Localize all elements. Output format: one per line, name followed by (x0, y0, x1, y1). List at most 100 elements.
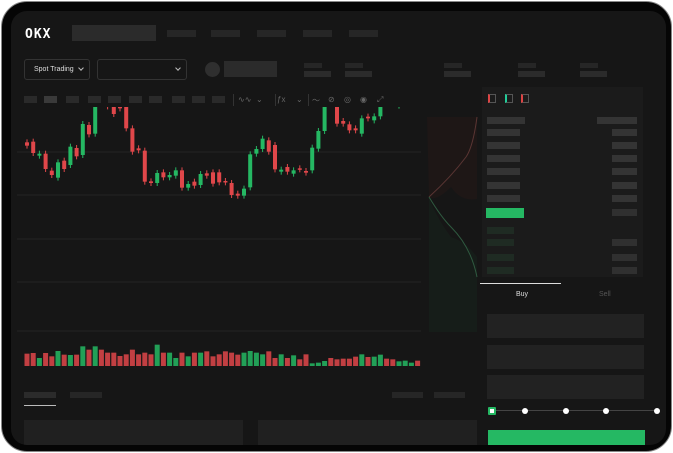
candle (353, 128, 358, 131)
volume-bar (49, 356, 55, 366)
candlestick-chart[interactable] (11, 107, 481, 377)
volume-bar (402, 360, 408, 366)
volume-bar (167, 352, 173, 366)
fullscreen-icon[interactable]: ⤢ (377, 95, 384, 104)
book-bids-icon[interactable] (505, 94, 513, 103)
timeframe-button-1[interactable] (24, 96, 37, 103)
search-bar[interactable] (72, 25, 156, 41)
screen: OKX Spot Trading ∿∿ ⌄ ƒx ⌄ 〜 ⊘ ◎ ◉ ⤢ Buy… (11, 11, 666, 445)
buy-button[interactable] (488, 430, 645, 445)
candle (80, 124, 85, 155)
coin-icon (205, 62, 220, 77)
candle (149, 181, 153, 183)
fx-icon[interactable]: ƒx (277, 95, 286, 104)
volume-bar (55, 351, 61, 366)
candle (173, 170, 178, 176)
bid-amount (612, 254, 637, 261)
stat-label-2 (345, 63, 363, 68)
total-input[interactable] (487, 375, 644, 399)
stat-label-4 (518, 63, 536, 68)
amount-input[interactable] (487, 345, 644, 369)
timeframe-button-9[interactable] (192, 96, 205, 103)
settings-icon[interactable]: ◉ (360, 95, 367, 104)
volume-bar (173, 358, 179, 366)
pair-dropdown[interactable] (97, 59, 187, 80)
price-input[interactable] (487, 314, 644, 338)
book-both-icon[interactable] (488, 94, 496, 103)
candle (279, 169, 284, 172)
candle (378, 107, 383, 117)
volume-bar (61, 354, 67, 366)
candle (136, 148, 141, 151)
camera-icon[interactable]: ◎ (344, 95, 351, 104)
volume-bar (408, 362, 414, 366)
timeframe-button-2[interactable] (44, 96, 57, 103)
nav-item-2[interactable] (211, 30, 240, 37)
percent-slider[interactable] (492, 410, 657, 411)
pair-price (224, 61, 277, 77)
indicator-dropdown-icon[interactable]: ⌄ (256, 95, 263, 104)
timeframe-button-3[interactable] (66, 96, 79, 103)
nav-item-5[interactable] (349, 30, 378, 37)
ask-price (487, 129, 520, 136)
ask-amount (612, 155, 637, 162)
timeframe-button-4[interactable] (88, 96, 101, 103)
stat-value-3 (444, 71, 471, 77)
timeframe-button-7[interactable] (149, 96, 162, 103)
volume-bar (384, 358, 390, 366)
timeframe-button-8[interactable] (172, 96, 185, 103)
line-tool-icon[interactable]: 〜 (312, 96, 320, 105)
bottom-action-2[interactable] (434, 392, 465, 398)
candle (25, 142, 29, 146)
candle (161, 172, 166, 178)
slider-handle[interactable] (488, 407, 496, 415)
tab-open-orders[interactable] (24, 392, 56, 398)
nav-item-1[interactable] (167, 30, 196, 37)
volume-bar (377, 354, 383, 366)
timeframe-button-10[interactable] (212, 96, 225, 103)
nav-item-4[interactable] (303, 30, 332, 37)
candle (254, 149, 259, 154)
bid-price (487, 267, 514, 274)
slider-stop-75[interactable] (603, 408, 609, 414)
slider-stop-25[interactable] (522, 408, 528, 414)
slider-stop-50[interactable] (563, 408, 569, 414)
ask-price (487, 155, 520, 162)
bid-amount (612, 239, 637, 246)
indicator-icon[interactable]: ∿∿ (238, 95, 252, 104)
volume-bar (198, 352, 204, 366)
volume-bar (80, 346, 86, 366)
timeframe-button-5[interactable] (108, 96, 121, 103)
bid-amount (612, 267, 637, 274)
divider (275, 94, 276, 106)
spot-trading-dropdown[interactable]: Spot Trading (24, 59, 90, 80)
volume-bar (136, 354, 142, 366)
stat-value-5 (580, 71, 607, 77)
candle (49, 170, 54, 175)
tab-buy[interactable]: Buy (516, 291, 529, 298)
ask-amount (612, 142, 637, 149)
candle (341, 121, 346, 124)
volume-bar (86, 349, 92, 366)
volume-bar (98, 349, 104, 366)
candle (180, 170, 184, 188)
bid-price (487, 239, 514, 246)
volume-bar (92, 346, 98, 366)
slider-stop-100[interactable] (654, 408, 660, 414)
chevron-down-icon (175, 65, 181, 71)
nav-item-3[interactable] (257, 30, 286, 37)
chevron-down-icon (78, 65, 84, 71)
volume-bar (309, 363, 315, 366)
volume-bar (359, 354, 365, 366)
volume-bar (266, 351, 272, 366)
volume-bar (36, 358, 42, 366)
book-asks-icon[interactable] (521, 94, 529, 103)
volume-bar (111, 352, 117, 366)
fx-dropdown-icon[interactable]: ⌄ (296, 95, 303, 104)
bottom-action-1[interactable] (392, 392, 423, 398)
timeframe-button-6[interactable] (129, 96, 142, 103)
pen-icon[interactable]: ⊘ (328, 95, 335, 104)
tab-sell[interactable]: Sell (599, 291, 611, 298)
candle (87, 125, 91, 135)
tab-order-history[interactable] (70, 392, 102, 398)
